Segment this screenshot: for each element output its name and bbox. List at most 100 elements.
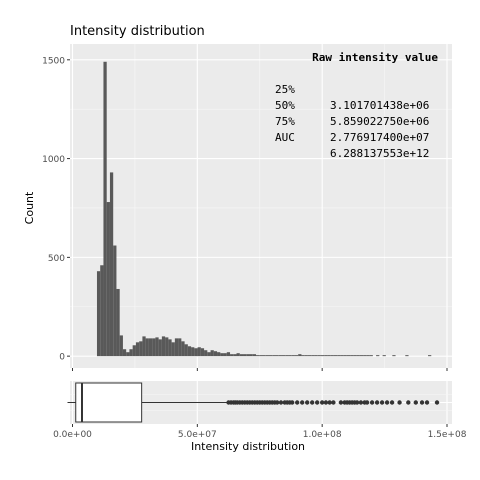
histogram-bar [109,172,114,357]
histogram-bar [359,355,364,357]
histogram-bar [294,355,299,357]
histogram-bars [96,61,432,357]
histogram-bar [243,354,247,357]
histogram-bar [161,336,166,357]
histogram-bar [317,355,321,357]
histogram-bar [168,339,172,357]
histogram-bar [174,338,179,357]
boxplot-outlier [323,400,329,405]
histogram-bar [135,342,140,357]
histogram-bar [230,354,234,357]
boxplot-outlier [331,400,336,405]
histogram-bar [236,353,240,357]
y-tick-label: 1000 [42,155,65,165]
boxplot-outlier [304,400,310,405]
histogram-bar [392,355,396,357]
histogram-bar [382,355,386,357]
histogram-bar [343,355,347,357]
histogram-bar [288,355,292,357]
histogram-bar [314,355,318,357]
x-tick-label: 0.0e+00 [53,430,92,440]
histogram-bar [405,355,409,357]
histogram-bar [324,355,328,357]
boxplot-outlier [379,400,385,405]
stats-label: 75% [275,115,295,128]
histogram-bar [376,355,380,357]
histogram-bar [262,355,266,357]
boxplot-outlier [358,400,364,405]
chart-title: Intensity distribution [70,24,205,39]
histogram-bar [327,355,331,357]
stats-label: AUC [275,131,295,144]
histogram-bar [223,353,227,357]
histogram-bar [268,355,273,357]
histogram-bar [197,347,201,357]
stats-value: 5.859022750e+06 [330,115,430,128]
histogram-bar [369,355,373,357]
histogram-bar [333,355,338,357]
boxplot-outlier [424,400,430,405]
boxplot-outlier [389,400,395,405]
stats-value: 3.101701438e+06 [330,99,430,112]
stats-table-header: Raw intensity value [312,51,438,64]
boxplot-outliers [226,400,440,405]
boxplot-outlier [299,400,305,405]
histogram-bar [291,355,295,357]
stats-value: 6.288137553e+12 [330,147,430,160]
histogram-bar [337,355,341,357]
boxplot-outlier [290,400,295,405]
histogram-bar [285,355,289,357]
histogram-bar [304,355,308,357]
x-tick-label: 1.5e+08 [428,430,467,440]
histogram-bar [178,338,182,357]
histogram-panel [70,44,452,368]
histogram-bar [265,355,269,357]
histogram-bar [330,355,334,357]
stats-row-25: 25% 3.101701438e+06 [272,66,429,130]
boxplot-outlier [369,400,375,405]
boxplot-outlier [275,400,280,405]
histogram-bar [152,338,156,357]
histogram-bar [204,350,208,357]
histogram-bar [103,61,107,357]
histogram-bar [356,355,360,357]
boxplot-outlier [374,400,380,405]
boxplot-outlier [327,400,332,405]
boxplot-outlier [434,400,440,405]
histogram-bar [155,337,159,357]
histogram-bar [132,345,136,357]
histogram-bar [106,202,110,357]
histogram-bar [298,354,302,357]
histogram-bar [272,355,276,357]
stats-row-auc: AUC 6.288137553e+12 [272,114,429,178]
histogram-bar [139,341,143,357]
x-tick-label: 1.0e+08 [303,430,342,440]
histogram-bar [350,355,354,357]
histogram-bar [116,288,120,357]
histogram-bar [181,341,185,357]
histogram-bar [171,342,175,357]
x-axis-label: Intensity distribution [190,440,306,453]
histogram-bar [307,355,312,357]
boxplot-outlier [309,400,315,405]
histogram-bar [145,338,149,357]
histogram-bar [278,355,282,357]
histogram-bar [340,355,344,357]
boxplot-outlier [354,400,360,405]
boxplot-outlier [419,400,425,405]
boxplot-outlier [314,400,320,405]
boxplot-outlier [384,400,390,405]
histogram-bar [275,355,279,357]
histogram-bar [256,355,260,357]
histogram-bar [301,355,305,357]
histogram-bar [210,350,214,357]
histogram-bar [200,348,205,357]
histogram-bar [346,355,351,357]
histogram-bar [259,355,263,357]
histogram-bar [217,352,221,357]
boxplot-outlier [278,400,284,405]
histogram-bar [246,354,250,357]
histogram-bar [100,265,104,357]
